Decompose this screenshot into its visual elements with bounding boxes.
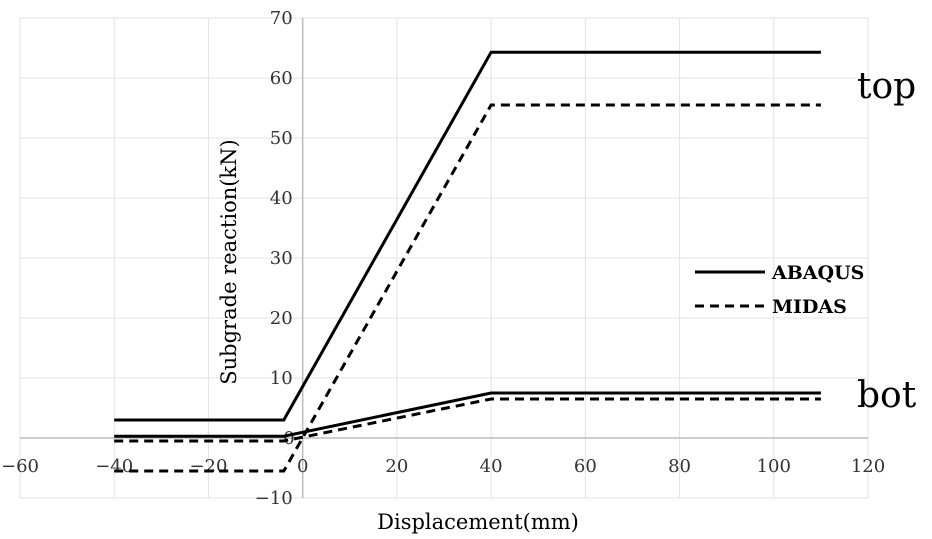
- x-tick-label: 120: [851, 456, 885, 477]
- legend: ABAQUS MIDAS: [695, 262, 864, 318]
- x-tick-label: 100: [757, 456, 791, 477]
- y-axis-label: Subgrade reaction(kN): [217, 139, 241, 384]
- x-tick-label: 0: [297, 456, 308, 477]
- series-line-abaqus-bot: [114, 391, 821, 438]
- x-tick-label: −40: [95, 456, 133, 477]
- x-tick-label: 80: [668, 456, 691, 477]
- x-tick-label: −20: [189, 456, 227, 477]
- legend-label-abaqus: ABAQUS: [771, 262, 864, 284]
- y-tick-label: 40: [270, 188, 293, 209]
- series-line-midas-top: [114, 103, 821, 473]
- y-tick-label: 70: [270, 8, 293, 29]
- axes: [20, 18, 868, 498]
- x-tick-label: 60: [574, 456, 597, 477]
- annotation-bot: bot: [857, 375, 917, 416]
- grid-lines: [19, 17, 869, 499]
- y-tick-label-zero: 0: [283, 428, 294, 449]
- annotation-top: top: [857, 66, 916, 107]
- x-tick-label: 40: [480, 456, 503, 477]
- legend-label-midas: MIDAS: [772, 296, 847, 318]
- x-axis-label: Displacement(mm): [377, 510, 579, 534]
- y-tick-label: 20: [270, 308, 293, 329]
- x-tick-labels: −60 −40 −20 0 20 40 60 80 100 120: [1, 456, 885, 477]
- x-tick-label: 20: [385, 456, 408, 477]
- y-tick-label: −10: [255, 488, 293, 509]
- y-tick-label: 10: [270, 368, 293, 389]
- y-tick-label: 50: [270, 128, 293, 149]
- series-line-midas-bot: [114, 397, 821, 443]
- y-tick-label: 60: [270, 68, 293, 89]
- series-line-abaqus-top: [114, 50, 821, 422]
- x-tick-label: −60: [1, 456, 39, 477]
- series-lines: [114, 50, 821, 473]
- y-tick-labels: −10 10 20 30 40 50 60 70 0: [255, 8, 295, 509]
- y-tick-label: 30: [270, 248, 293, 269]
